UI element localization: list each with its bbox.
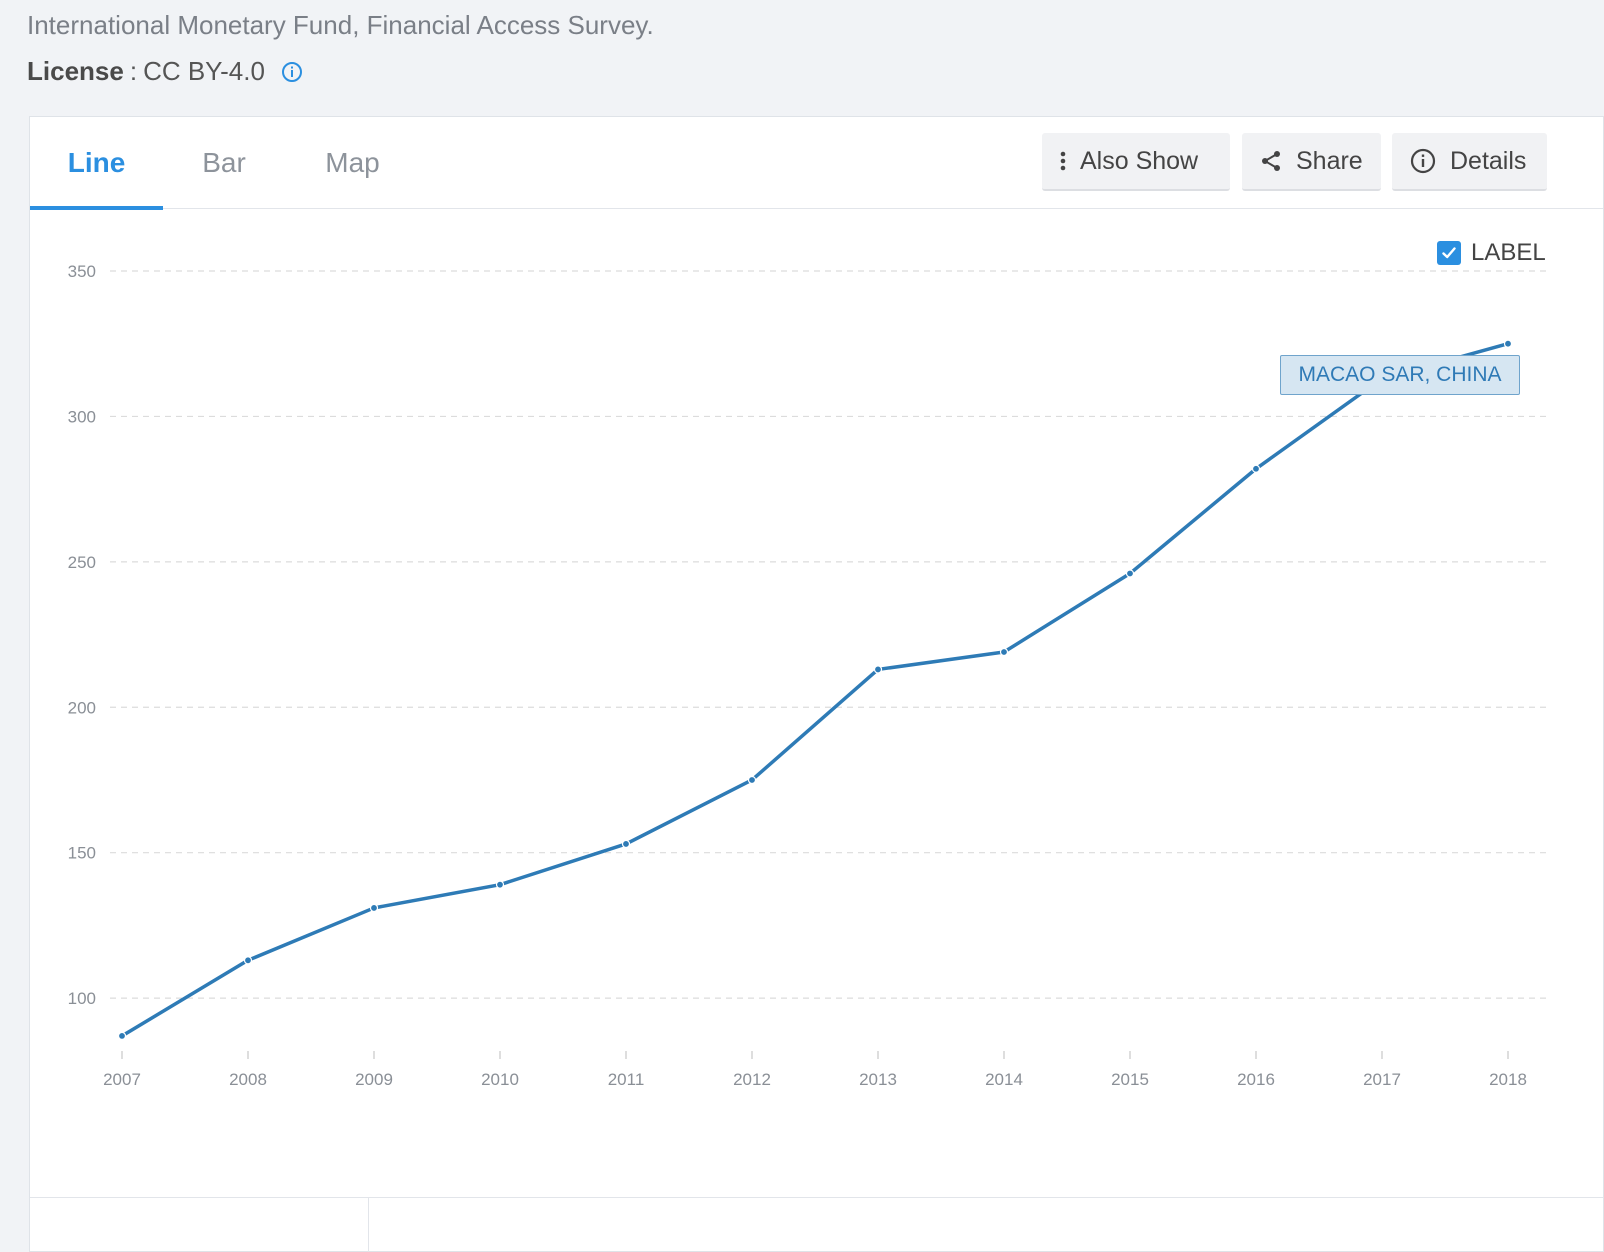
license-info-icon[interactable] xyxy=(281,61,303,83)
license-value: CC BY-4.0 xyxy=(143,56,265,86)
x-tick-label: 2008 xyxy=(229,1070,267,1089)
y-tick-label: 150 xyxy=(68,844,96,863)
x-tick-label: 2012 xyxy=(733,1070,771,1089)
x-tick-label: 2017 xyxy=(1363,1070,1401,1089)
x-tick-label: 2010 xyxy=(481,1070,519,1089)
x-tick-label: 2015 xyxy=(1111,1070,1149,1089)
y-tick-label: 250 xyxy=(68,553,96,572)
y-tick-label: 200 xyxy=(68,698,96,717)
details-label: Details xyxy=(1450,146,1527,175)
data-point xyxy=(117,1031,127,1041)
source-text: International Monetary Fund, Financial A… xyxy=(27,10,654,40)
label-checkbox[interactable] xyxy=(1437,241,1461,265)
license-separator: : xyxy=(129,56,138,86)
label-toggle[interactable]: LABEL xyxy=(1437,239,1546,267)
x-tick-label: 2013 xyxy=(859,1070,897,1089)
share-icon xyxy=(1262,151,1280,171)
license-label: License xyxy=(27,56,124,86)
license-line: License : CC BY-4.0 xyxy=(27,56,303,87)
data-point xyxy=(621,839,631,849)
data-point xyxy=(1503,339,1513,348)
tab-bar-chart[interactable]: Bar xyxy=(202,147,246,178)
data-point xyxy=(369,903,379,913)
more-vertical-icon xyxy=(1060,151,1066,171)
x-tick-label: 2014 xyxy=(985,1070,1023,1089)
check-icon xyxy=(1442,247,1456,259)
details-button[interactable]: Details xyxy=(1392,133,1547,191)
tab-line[interactable]: Line xyxy=(30,117,163,210)
x-tick-label: 2007 xyxy=(103,1070,141,1089)
x-tick-label: 2009 xyxy=(355,1070,393,1089)
series-line xyxy=(121,342,1509,1038)
data-point xyxy=(873,665,883,674)
data-point xyxy=(1251,464,1261,473)
data-point xyxy=(495,880,505,889)
data-point xyxy=(747,775,757,785)
bottom-divider xyxy=(368,1198,369,1252)
info-icon xyxy=(1410,148,1436,174)
data-point xyxy=(1125,569,1135,578)
also-show-label: Also Show xyxy=(1080,146,1199,175)
y-tick-label: 100 xyxy=(68,989,96,1008)
bottom-strip xyxy=(30,1197,1603,1252)
data-point xyxy=(243,956,253,965)
line-chart: 100 150 200 250 300 350 2007 2008 2009 2010 2011 20… xyxy=(68,262,1550,1089)
y-tick-label: 350 xyxy=(68,262,96,281)
x-tick-label: 2018 xyxy=(1489,1070,1527,1089)
x-tick-label: 2016 xyxy=(1237,1070,1275,1089)
label-toggle-text: LABEL xyxy=(1471,239,1546,266)
series-label: MACAO SAR, CHINA xyxy=(1280,355,1520,395)
also-show-button[interactable]: Also Show xyxy=(1042,133,1230,191)
x-tick-label: 2011 xyxy=(608,1070,645,1089)
chart-panel: Line Bar Map Also Show Share xyxy=(29,116,1604,1252)
share-label: Share xyxy=(1296,146,1363,175)
data-point xyxy=(999,647,1009,657)
share-button[interactable]: Share xyxy=(1242,133,1381,191)
tab-map[interactable]: Map xyxy=(325,147,380,178)
y-tick-label: 300 xyxy=(68,407,96,426)
tab-bar: Line Bar Map Also Show Share xyxy=(30,117,1603,210)
